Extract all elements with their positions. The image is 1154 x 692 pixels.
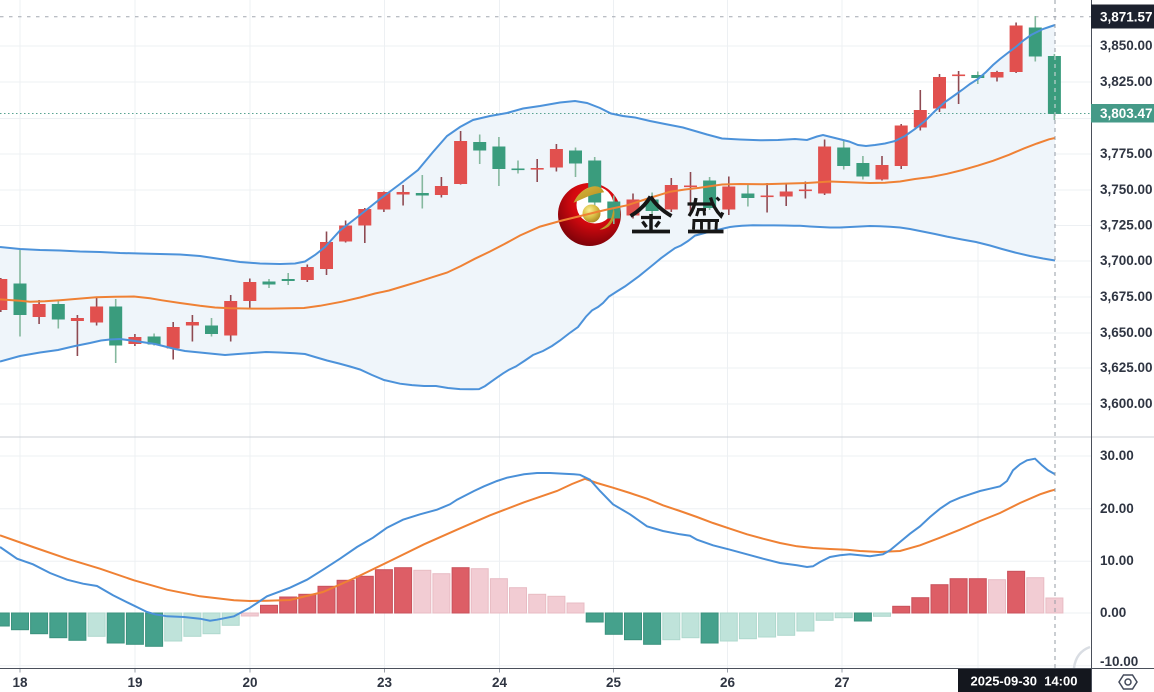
svg-text:0.00: 0.00	[1100, 605, 1126, 620]
svg-text:3,675.00: 3,675.00	[1100, 289, 1153, 304]
svg-text:3,650.00: 3,650.00	[1100, 325, 1153, 340]
svg-text:3,775.00: 3,775.00	[1100, 146, 1153, 161]
svg-text:18: 18	[12, 675, 28, 690]
svg-text:26: 26	[720, 675, 736, 690]
svg-text:3,803.47: 3,803.47	[1100, 106, 1153, 121]
svg-text:20: 20	[242, 675, 257, 690]
svg-text:3,725.00: 3,725.00	[1100, 218, 1153, 233]
svg-text:3,850.00: 3,850.00	[1100, 38, 1153, 53]
svg-text:3,700.00: 3,700.00	[1100, 253, 1153, 268]
svg-text:25: 25	[606, 675, 622, 690]
svg-text:20.00: 20.00	[1100, 501, 1134, 516]
svg-text:10.00: 10.00	[1100, 553, 1134, 568]
svg-text:3,600.00: 3,600.00	[1100, 396, 1153, 411]
svg-text:3,750.00: 3,750.00	[1100, 182, 1153, 197]
svg-text:19: 19	[127, 675, 142, 690]
svg-text:27: 27	[834, 675, 849, 690]
svg-text:3,825.00: 3,825.00	[1100, 74, 1153, 89]
svg-text:24: 24	[492, 675, 508, 690]
svg-text:2025-09-30 14:00: 2025-09-30 14:00	[971, 674, 1078, 689]
svg-text:23: 23	[377, 675, 393, 690]
svg-text:30.00: 30.00	[1100, 448, 1134, 463]
svg-text:-10.00: -10.00	[1100, 654, 1138, 669]
svg-text:3,625.00: 3,625.00	[1100, 360, 1153, 375]
svg-text:3,871.57: 3,871.57	[1100, 10, 1153, 25]
